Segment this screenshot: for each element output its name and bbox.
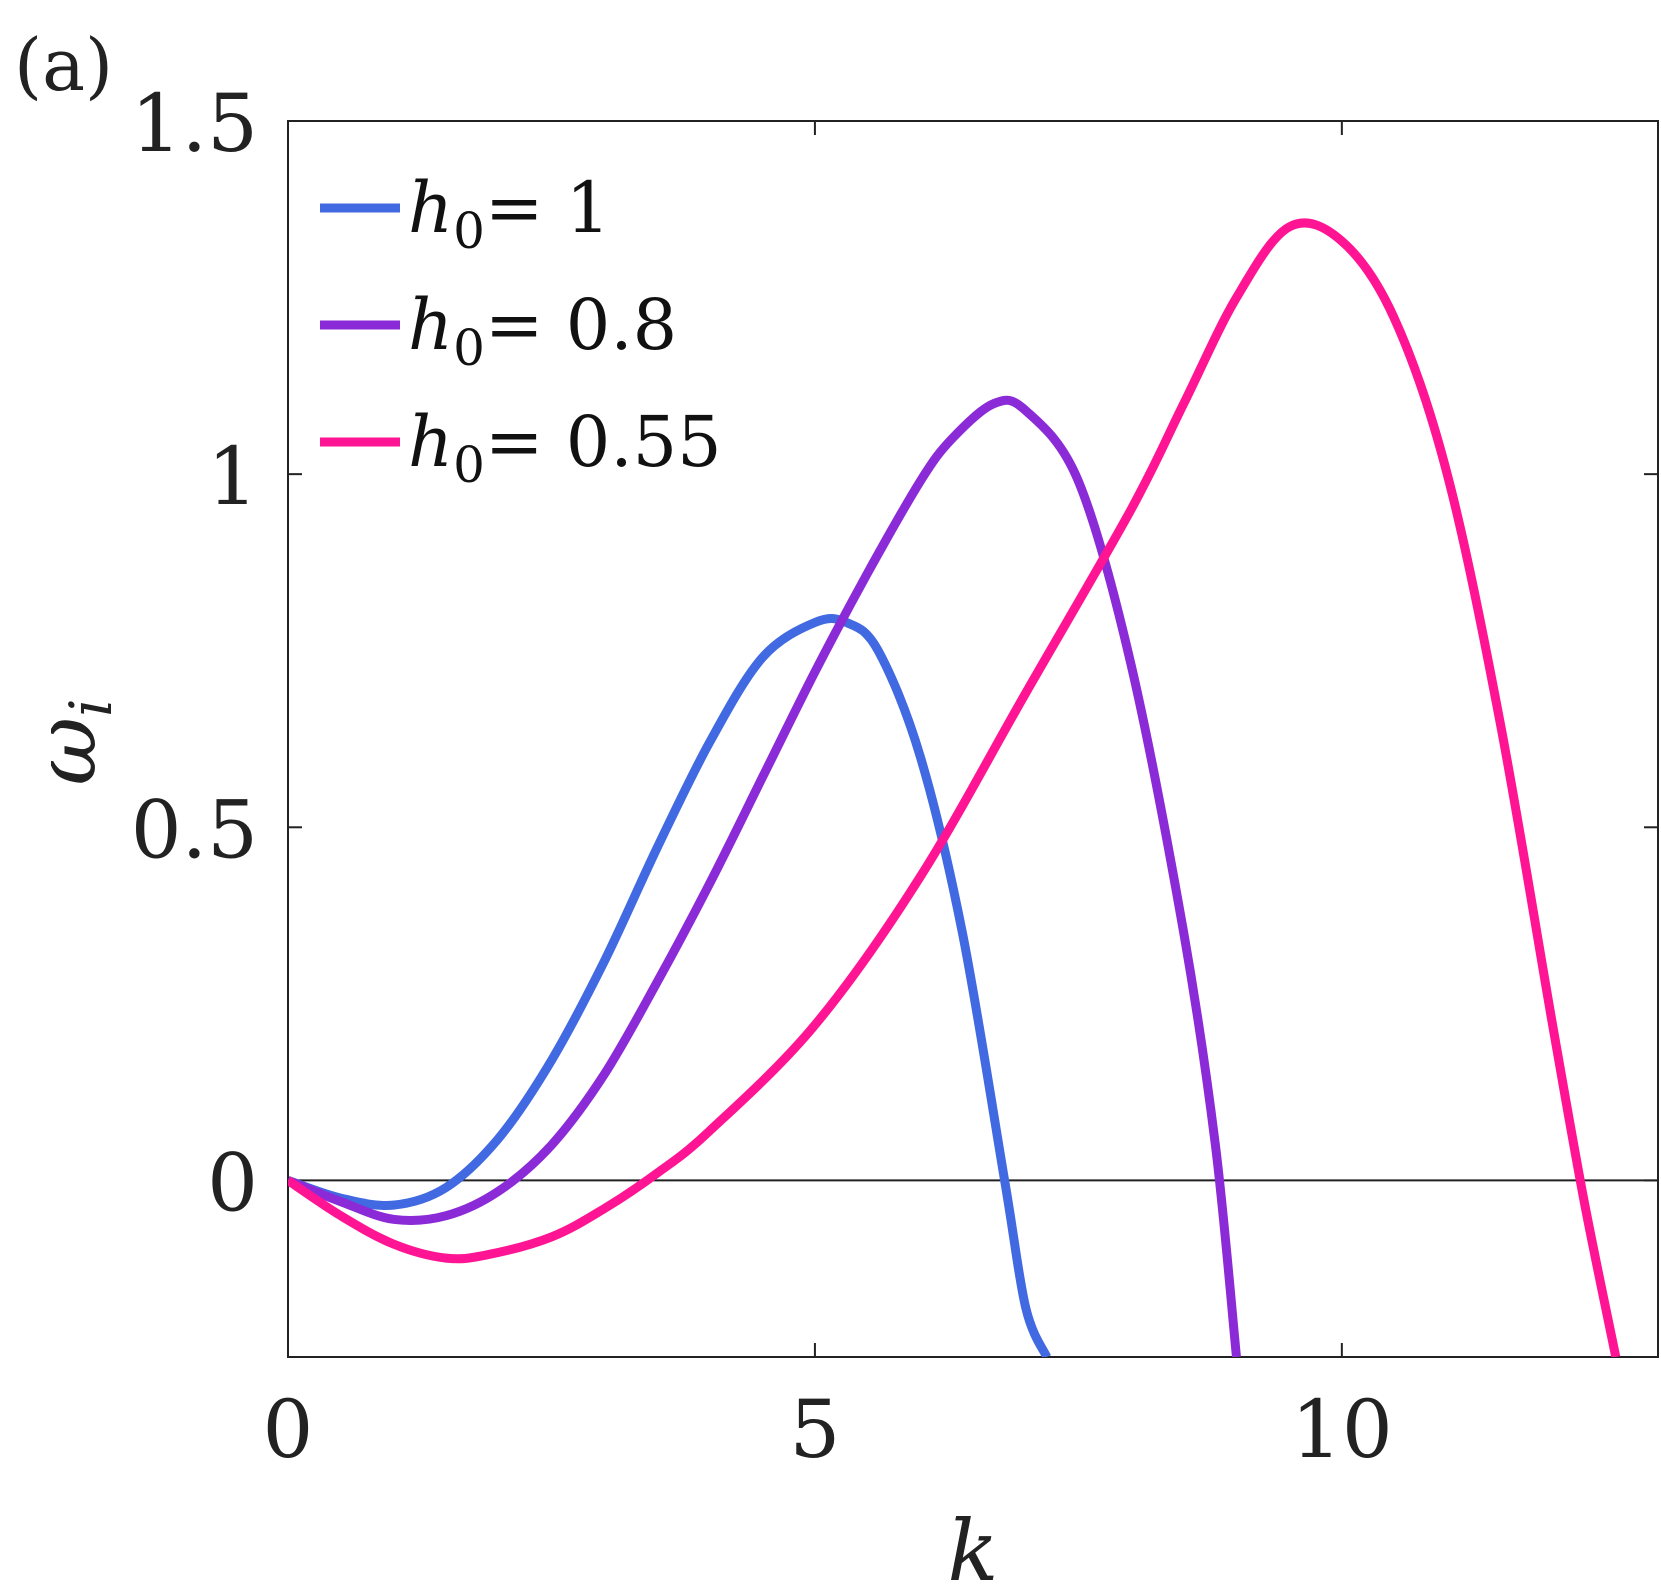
legend: h0= 1 h0= 0.8 h0= 0.55 xyxy=(320,167,722,494)
y-tick-label: 1 xyxy=(207,430,258,523)
series-line-2 xyxy=(288,395,1241,1357)
y-tick-label: 0.5 xyxy=(131,783,258,876)
series-group xyxy=(288,218,1621,1357)
x-axis-label: k xyxy=(948,1502,999,1593)
x-tick-label: 0 xyxy=(263,1383,314,1476)
y-axis-label: ωi xyxy=(17,698,125,785)
ticks xyxy=(287,120,1658,1357)
y-tick-label: 0 xyxy=(207,1136,258,1229)
series-line-1 xyxy=(288,614,1051,1357)
legend-entry: h0= 1 xyxy=(408,167,610,260)
series-line-3 xyxy=(288,218,1621,1357)
x-tick-label: 10 xyxy=(1291,1383,1393,1476)
panel-label: (a) xyxy=(14,23,113,107)
plot-frame xyxy=(287,120,1659,1358)
tick-labels: 0 5 10 0 0.5 1 1.5 xyxy=(131,77,1393,1476)
legend-entry: h0= 0.8 xyxy=(408,284,677,377)
x-tick-label: 5 xyxy=(789,1383,840,1476)
y-tick-label: 1.5 xyxy=(131,77,258,170)
legend-entry: h0= 0.55 xyxy=(408,401,722,494)
